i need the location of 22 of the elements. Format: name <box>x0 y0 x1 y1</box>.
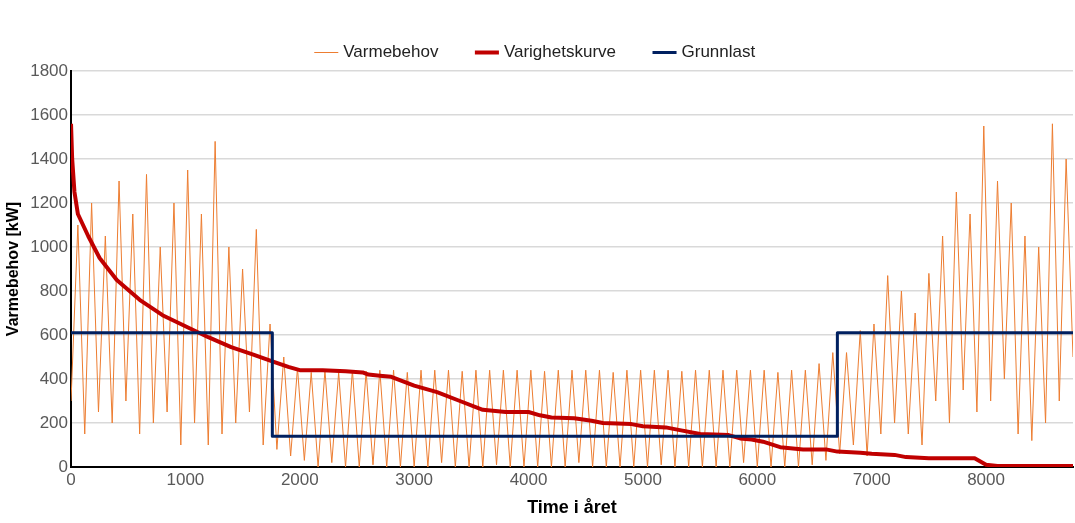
y-tick-label: 1600 <box>30 104 69 124</box>
y-tick-label: 1000 <box>30 236 69 256</box>
y-tick-label: 1200 <box>30 192 69 212</box>
y-tick-label: 200 <box>39 412 69 432</box>
x-tick-label: 8000 <box>967 469 1005 489</box>
y-tick-label: 1400 <box>30 148 69 168</box>
x-tick-label: 1000 <box>166 469 205 489</box>
legend-label: Grunnlast <box>681 42 756 62</box>
y-tick-label: 600 <box>39 324 69 344</box>
legend-label: Varmebehov <box>343 42 439 62</box>
y-axis-title: Varmebehov [kW] <box>4 201 22 337</box>
y-tick-label: 1800 <box>30 60 69 80</box>
y-tick-label: 400 <box>39 368 69 388</box>
legend-label: Varighetskurve <box>503 42 617 62</box>
x-tick-label: 2000 <box>280 469 319 489</box>
x-tick-label: 4000 <box>509 469 548 489</box>
x-tick-label: 3000 <box>395 469 434 489</box>
x-tick-label: 5000 <box>624 469 662 489</box>
x-tick-label: 6000 <box>738 469 777 489</box>
y-tick-label: 800 <box>39 280 69 300</box>
x-axis-title: Time i året <box>527 497 617 518</box>
x-tick-label: 7000 <box>852 469 891 489</box>
